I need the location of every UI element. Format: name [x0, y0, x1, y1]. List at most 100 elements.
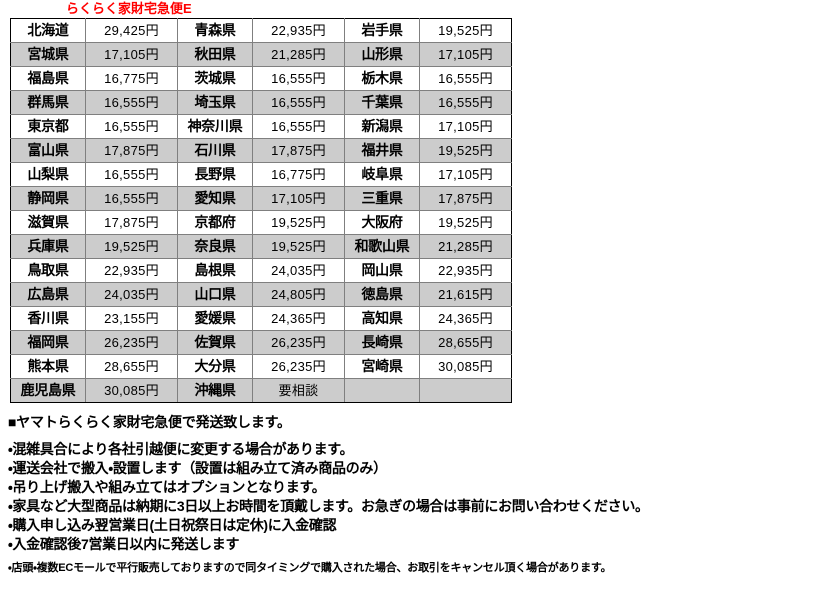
- notes-line: ・混雑具合により各社引越便に変更する場合があります。: [8, 441, 354, 457]
- table-cell-prefecture: 青森県: [177, 18, 253, 43]
- table-cell-prefecture: 石川県: [177, 138, 253, 163]
- shipping-fee-table-body: 北海道 29,425円 青森県 22,935円 岩手県 19,525円 宮城県 17,105円…: [10, 18, 512, 403]
- table-cell-prefecture: 兵庫県: [10, 234, 86, 259]
- shipping-fee-table-container: 北海道 29,425円 青森県 22,935円 岩手県 19,525円 宮城県 17,105円…: [10, 18, 512, 403]
- table-cell-prefecture: 茨城県: [177, 66, 253, 91]
- table-row: 鹿児島県 30,085円 沖縄県 要相談: [10, 378, 512, 403]
- table-cell-price: 17,105円: [419, 114, 512, 139]
- table-cell-price: 29,425円: [85, 18, 178, 43]
- table-cell-prefecture: 宮崎県: [344, 354, 420, 379]
- table-row: 静岡県 16,555円 愛知県 17,105円 三重県 17,875円: [10, 186, 512, 211]
- table-row: 北海道 29,425円 青森県 22,935円 岩手県 19,525円: [10, 18, 512, 43]
- table-cell-prefecture: 大分県: [177, 354, 253, 379]
- notes-line: ・家具など大型商品は納期に3日以上お時間を頂戴します。お急ぎの場合は事前にお問い…: [8, 498, 649, 514]
- table-cell-price: 16,555円: [252, 90, 345, 115]
- table-cell-prefecture: 三重県: [344, 186, 420, 211]
- table-cell-price: 26,235円: [252, 354, 345, 379]
- table-cell-prefecture: 長崎県: [344, 330, 420, 355]
- table-cell-prefecture: 北海道: [10, 18, 86, 43]
- table-row: 宮城県 17,105円 秋田県 21,285円 山形県 17,105円: [10, 42, 512, 67]
- table-cell-price: 16,555円: [85, 162, 178, 187]
- table-cell-prefecture: 神奈川県: [177, 114, 253, 139]
- table-cell-price: 17,875円: [419, 186, 512, 211]
- table-row: 群馬県 16,555円 埼玉県 16,555円 千葉県 16,555円: [10, 90, 512, 115]
- table-cell-price: 21,615円: [419, 282, 512, 307]
- table-cell-prefecture: 佐賀県: [177, 330, 253, 355]
- table-row: 山梨県 16,555円 長野県 16,775円 岐阜県 17,105円: [10, 162, 512, 187]
- table-cell-price: 17,105円: [252, 186, 345, 211]
- table-cell-price: 26,235円: [252, 330, 345, 355]
- table-cell-price: 16,555円: [419, 90, 512, 115]
- table-cell-price: 21,285円: [419, 234, 512, 259]
- table-cell-prefecture: 鳥取県: [10, 258, 86, 283]
- table-cell-price: 16,555円: [85, 90, 178, 115]
- table-row: 熊本県 28,655円 大分県 26,235円 宮崎県 30,085円: [10, 354, 512, 379]
- table-cell-prefecture: 栃木県: [344, 66, 420, 91]
- table-row: 広島県 24,035円 山口県 24,805円 徳島県 21,615円: [10, 282, 512, 307]
- table-cell-prefecture: 埼玉県: [177, 90, 253, 115]
- table-row: 福島県 16,775円 茨城県 16,555円 栃木県 16,555円: [10, 66, 512, 91]
- table-cell-price: 17,875円: [252, 138, 345, 163]
- table-cell-prefecture: 熊本県: [10, 354, 86, 379]
- table-cell-price: 16,555円: [85, 186, 178, 211]
- notes-fine-print: ・店頭・複数ECモールで平行販売しておりますので同タイミングで購入された場合、お…: [8, 562, 612, 574]
- table-cell-prefecture: 島根県: [177, 258, 253, 283]
- table-cell-price: 22,935円: [419, 258, 512, 283]
- table-cell-price: 21,285円: [252, 42, 345, 67]
- table-cell-prefecture: 愛知県: [177, 186, 253, 211]
- table-cell-prefecture: 宮城県: [10, 42, 86, 67]
- table-cell-prefecture: 静岡県: [10, 186, 86, 211]
- table-cell-prefecture: 山梨県: [10, 162, 86, 187]
- table-cell-price: 24,035円: [85, 282, 178, 307]
- table-cell-empty: [419, 378, 512, 403]
- table-cell-price: 23,155円: [85, 306, 178, 331]
- table-cell-price: 28,655円: [85, 354, 178, 379]
- table-cell-prefecture: 千葉県: [344, 90, 420, 115]
- table-cell-price: 17,875円: [85, 138, 178, 163]
- table-cell-price: 24,805円: [252, 282, 345, 307]
- table-cell-price: 24,365円: [419, 306, 512, 331]
- table-cell-prefecture: 秋田県: [177, 42, 253, 67]
- table-cell-price: 17,105円: [419, 42, 512, 67]
- table-cell-price: 19,525円: [252, 210, 345, 235]
- table-cell-price: 19,525円: [419, 210, 512, 235]
- table-cell-price: 17,105円: [85, 42, 178, 67]
- table-cell-price: 16,555円: [419, 66, 512, 91]
- table-cell-prefecture: 東京都: [10, 114, 86, 139]
- notes-line: ・購入申し込み翌営業日(土日祝祭日は定休)に入金確認: [8, 517, 337, 533]
- table-cell-prefecture: 富山県: [10, 138, 86, 163]
- table-row: 鳥取県 22,935円 島根県 24,035円 岡山県 22,935円: [10, 258, 512, 283]
- table-cell-empty: [344, 378, 420, 403]
- table-row: 東京都 16,555円 神奈川県 16,555円 新潟県 17,105円: [10, 114, 512, 139]
- table-cell-prefecture: 長野県: [177, 162, 253, 187]
- table-cell-price: 22,935円: [252, 18, 345, 43]
- table-cell-price: 19,525円: [419, 138, 512, 163]
- table-cell-prefecture: 福井県: [344, 138, 420, 163]
- table-cell-prefecture: 岩手県: [344, 18, 420, 43]
- table-row: 福岡県 26,235円 佐賀県 26,235円 長崎県 28,655円: [10, 330, 512, 355]
- table-cell-prefecture: 福島県: [10, 66, 86, 91]
- table-cell-prefecture: 群馬県: [10, 90, 86, 115]
- notes-line-list: ・混雑具合により各社引越便に変更する場合があります。・運送会社で搬入・設置します…: [8, 440, 814, 554]
- notes-heading: ■ヤマトらくらく家財宅急便で発送致します。: [8, 414, 291, 430]
- table-cell-prefecture: 鹿児島県: [10, 378, 86, 403]
- table-cell-price: 要相談: [252, 378, 345, 403]
- table-cell-price: 16,555円: [85, 114, 178, 139]
- table-cell-price: 16,775円: [252, 162, 345, 187]
- table-cell-price: 30,085円: [419, 354, 512, 379]
- table-cell-prefecture: 福岡県: [10, 330, 86, 355]
- table-cell-prefecture: 奈良県: [177, 234, 253, 259]
- shipping-notes: ■ヤマトらくらく家財宅急便で発送致します。 ・混雑具合により各社引越便に変更する…: [8, 412, 814, 577]
- table-cell-prefecture: 徳島県: [344, 282, 420, 307]
- table-cell-prefecture: 岡山県: [344, 258, 420, 283]
- table-cell-price: 24,035円: [252, 258, 345, 283]
- notes-line: ・運送会社で搬入・設置します（設置は組み立て済み商品のみ）: [8, 460, 387, 476]
- table-cell-prefecture: 香川県: [10, 306, 86, 331]
- table-row: 香川県 23,155円 愛媛県 24,365円 高知県 24,365円: [10, 306, 512, 331]
- table-cell-prefecture: 大阪府: [344, 210, 420, 235]
- table-cell-price: 26,235円: [85, 330, 178, 355]
- table-cell-prefecture: 広島県: [10, 282, 86, 307]
- page-title: らくらく家財宅急便E: [66, 1, 192, 16]
- table-cell-price: 16,555円: [252, 66, 345, 91]
- table-cell-prefecture: 沖縄県: [177, 378, 253, 403]
